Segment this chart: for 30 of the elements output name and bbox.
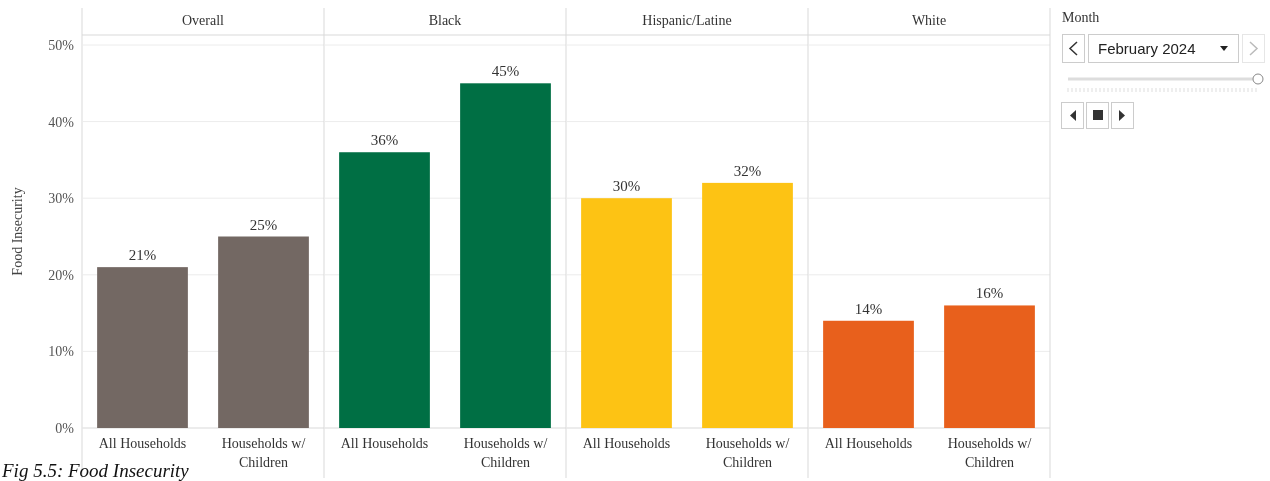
y-axis-title: Food Insecurity bbox=[10, 187, 25, 276]
x-tick-label: Households w/ Children bbox=[947, 436, 1032, 470]
y-tick-label: 20% bbox=[48, 267, 75, 283]
chart-title: Black bbox=[428, 13, 462, 28]
x-tick-label: All Households bbox=[98, 436, 187, 451]
data-label: 21% bbox=[128, 247, 157, 264]
chart-title: Hispanic/Latine bbox=[642, 13, 732, 28]
x-tick-label: All Households bbox=[340, 436, 429, 451]
y-tick-label: 40% bbox=[48, 114, 75, 130]
data-label: 25% bbox=[249, 216, 278, 233]
x-tick-label: All Households bbox=[824, 436, 913, 451]
x-tick-label: Households w/ Children bbox=[463, 436, 548, 470]
data-label: 30% bbox=[612, 178, 641, 195]
y-tick-label: 10% bbox=[48, 344, 75, 360]
data-label: 14% bbox=[854, 300, 883, 317]
y-tick-label: 0% bbox=[55, 420, 75, 436]
data-label: 32% bbox=[733, 162, 762, 179]
text: Month bbox=[1062, 10, 1100, 25]
chart-title: Overall bbox=[182, 13, 225, 28]
y-tick-label: 50% bbox=[48, 37, 75, 53]
data-label: 16% bbox=[975, 285, 1004, 302]
text: February 2024 bbox=[1098, 40, 1196, 57]
y-tick-label: 30% bbox=[48, 191, 75, 207]
chart-title: White bbox=[911, 13, 947, 28]
data-label: 36% bbox=[370, 132, 399, 149]
x-tick-label: Households w/ Children bbox=[705, 436, 790, 470]
caption: Fig 5.5: Food Insecurity bbox=[1, 460, 190, 481]
data-label: 45% bbox=[491, 63, 520, 80]
x-tick-label: All Households bbox=[582, 436, 671, 451]
x-tick-label: Households w/ Children bbox=[221, 436, 306, 470]
